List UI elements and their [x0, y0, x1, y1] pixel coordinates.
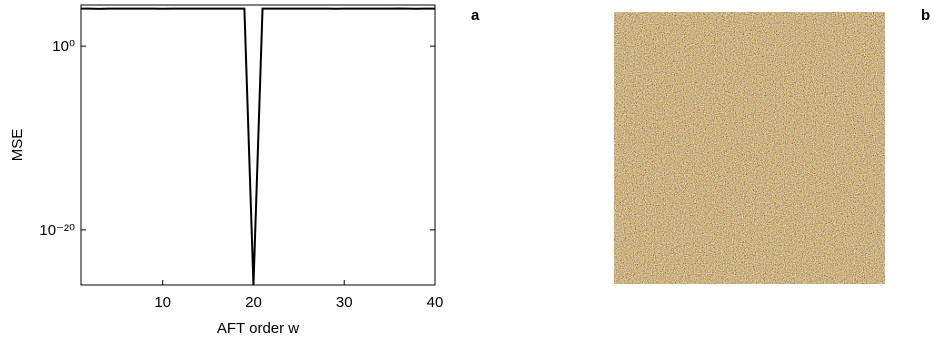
- x-tick-label: 30: [336, 294, 353, 311]
- figure: AFT order w MSE a b 10 20 30 40 10⁰ 10⁻²⁰: [0, 0, 944, 345]
- panel-label: b: [921, 7, 930, 24]
- x-axis-label: AFT order w: [217, 320, 299, 337]
- x-tick-label: 20: [245, 294, 262, 311]
- data-line: [81, 8, 435, 285]
- y-tick-label: 10⁻²⁰: [39, 222, 75, 239]
- noise-image: [614, 12, 885, 284]
- x-tick-label: 40: [427, 294, 444, 311]
- y-tick-label: 10⁰: [52, 38, 75, 55]
- y-axis-label: MSE: [9, 129, 26, 162]
- panel-label: a: [471, 7, 480, 24]
- x-tick-label: 10: [154, 294, 171, 311]
